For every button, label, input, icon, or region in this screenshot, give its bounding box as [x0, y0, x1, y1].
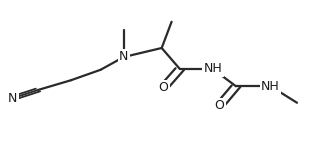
Text: N: N — [119, 51, 128, 63]
Text: O: O — [158, 81, 168, 94]
Text: N: N — [8, 92, 17, 105]
Text: NH: NH — [204, 63, 222, 75]
Text: NH: NH — [261, 80, 280, 93]
Text: O: O — [214, 99, 224, 112]
